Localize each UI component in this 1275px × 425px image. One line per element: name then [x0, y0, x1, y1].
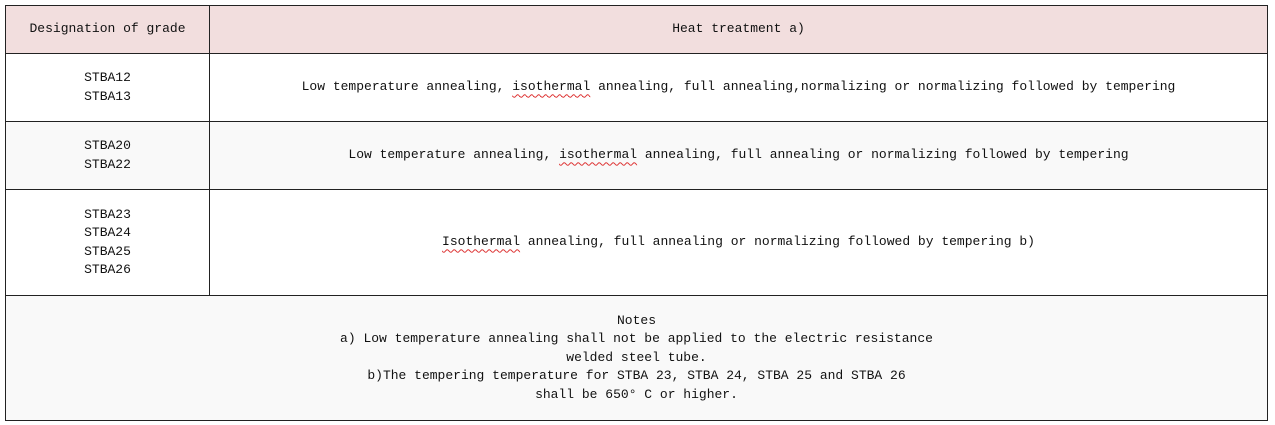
grade: STBA25: [84, 243, 131, 259]
table-row: STBA12 STBA13 Low temperature annealing,…: [5, 53, 1268, 122]
note-line: a) Low temperature annealing shall not b…: [340, 331, 933, 347]
treatment-text: Low temperature annealing,: [348, 147, 560, 163]
grade-cell: STBA20 STBA22: [5, 121, 210, 190]
table-row: STBA23 STBA24 STBA25 STBA26 Isothermal a…: [5, 189, 1268, 296]
table-row: STBA20 STBA22 Low temperature annealing,…: [5, 121, 1268, 190]
treatment-cell: Low temperature annealing, isothermal an…: [209, 53, 1268, 122]
notes-title: Notes: [616, 312, 656, 328]
treatment-text: annealing, full annealing or normalizing…: [520, 234, 1035, 250]
treatment-cell: Isothermal annealing, full annealing or …: [209, 189, 1268, 296]
treatment-text: Low temperature annealing,: [301, 79, 513, 95]
note-line: welded steel tube.: [566, 349, 707, 365]
spellcheck-word: isothermal: [512, 79, 591, 95]
note-line: shall be 650° C or higher.: [535, 386, 738, 402]
spellcheck-word: Isothermal: [442, 234, 521, 250]
grade-cell: STBA12 STBA13: [5, 53, 210, 122]
treatment-text: annealing, full annealing,normalizing or…: [590, 79, 1176, 95]
grade: STBA24: [84, 225, 131, 240]
notes-row: Notes a) Low temperature annealing shall…: [5, 295, 1268, 421]
grade: STBA26: [84, 262, 131, 277]
grade-cell: STBA23 STBA24 STBA25 STBA26: [5, 189, 210, 296]
header-heat-treatment: Heat treatment a): [209, 5, 1268, 54]
treatment-cell: Low temperature annealing, isothermal an…: [209, 121, 1268, 190]
grade: STBA23: [84, 206, 131, 222]
heat-treatment-table: Designation of grade Heat treatment a) S…: [5, 5, 1268, 421]
treatment-text: annealing, full annealing or normalizing…: [637, 147, 1129, 163]
header-grade: Designation of grade: [5, 5, 210, 54]
spellcheck-word: isothermal: [559, 147, 638, 163]
grade: STBA12: [84, 70, 131, 85]
grade: STBA20: [84, 138, 131, 153]
grade: STBA13: [84, 88, 131, 104]
table-header-row: Designation of grade Heat treatment a): [5, 5, 1268, 54]
notes-cell: Notes a) Low temperature annealing shall…: [5, 295, 1268, 421]
note-line: b)The tempering temperature for STBA 23,…: [367, 368, 906, 384]
grade: STBA22: [84, 156, 131, 172]
